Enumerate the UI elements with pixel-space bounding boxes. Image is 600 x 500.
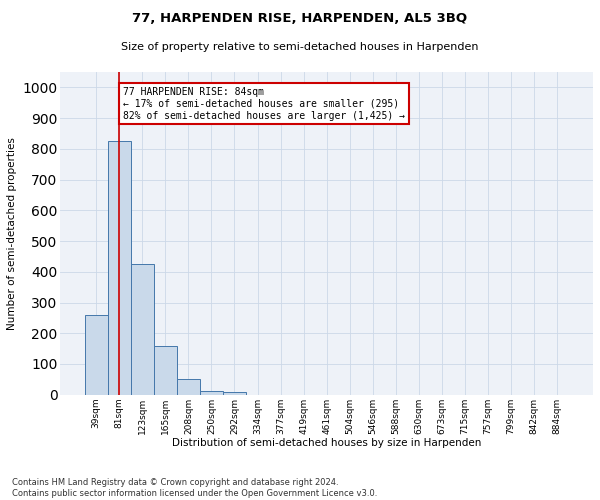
Bar xyxy=(85,315,107,394)
Text: 77 HARPENDEN RISE: 84sqm
← 17% of semi-detached houses are smaller (295)
82% of : 77 HARPENDEN RISE: 84sqm ← 17% of semi-d… xyxy=(122,88,404,120)
Bar xyxy=(177,380,200,394)
Text: 77, HARPENDEN RISE, HARPENDEN, AL5 3BQ: 77, HARPENDEN RISE, HARPENDEN, AL5 3BQ xyxy=(133,12,467,26)
Text: Size of property relative to semi-detached houses in Harpenden: Size of property relative to semi-detach… xyxy=(121,42,479,52)
Y-axis label: Number of semi-detached properties: Number of semi-detached properties xyxy=(7,137,17,330)
Bar xyxy=(154,346,177,395)
Text: Contains HM Land Registry data © Crown copyright and database right 2024.
Contai: Contains HM Land Registry data © Crown c… xyxy=(12,478,377,498)
Bar xyxy=(223,392,246,394)
Bar xyxy=(107,141,131,395)
Bar xyxy=(200,391,223,394)
Bar xyxy=(131,264,154,394)
X-axis label: Distribution of semi-detached houses by size in Harpenden: Distribution of semi-detached houses by … xyxy=(172,438,481,448)
